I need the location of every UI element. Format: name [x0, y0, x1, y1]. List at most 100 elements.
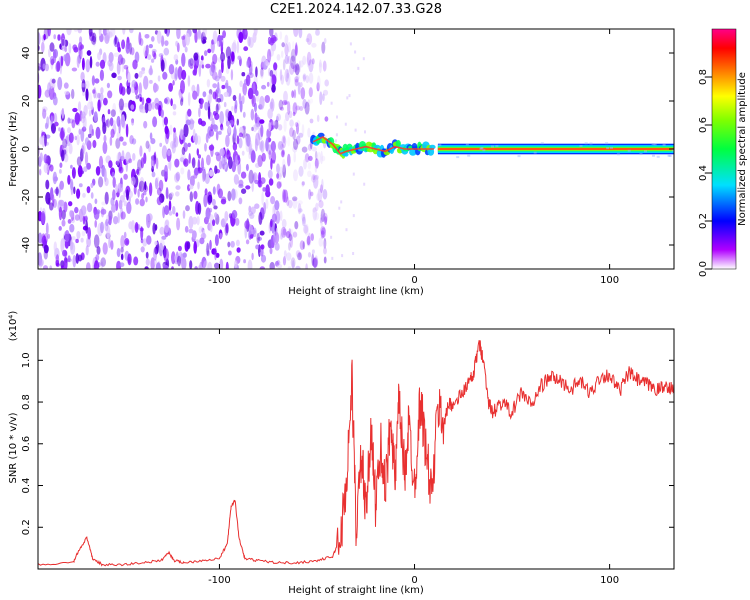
spectrogram-noise-cell	[109, 136, 113, 147]
spectrogram-noise-cell	[194, 133, 198, 145]
spectrogram-noise-cell	[179, 94, 182, 100]
spectrogram-noise-cell	[93, 234, 100, 249]
spectrogram-noise-cell	[252, 227, 257, 238]
spectrogram-noise-cell	[208, 144, 215, 151]
spectrogram-noise-cell	[336, 115, 338, 119]
spectrogram-noise-cell	[306, 238, 312, 246]
spectrogram-noise-cell	[175, 191, 180, 197]
spectrogram-noise-cell	[305, 263, 308, 269]
spectrogram-noise-cell	[139, 198, 145, 207]
spectrogram-noise-cell	[225, 134, 230, 148]
spectrogram-noise-cell	[265, 198, 269, 209]
spectrogram-noise-cell	[196, 216, 200, 226]
spectrogram-noise-cell	[219, 111, 225, 125]
spectrogram-noise-cell	[161, 145, 168, 160]
y-tick-label: 40	[21, 47, 32, 60]
spectrogram-noise-cell	[298, 208, 303, 213]
spectrogram-noise-cell	[287, 41, 291, 53]
spectrogram-noise-cell	[266, 81, 270, 87]
spectrogram-noise-cell	[60, 265, 65, 269]
spectrogram-noise-cell	[287, 266, 292, 269]
spectrogram-noise-cell	[313, 175, 319, 189]
spectrogram-noise-cell	[282, 136, 286, 144]
spectrogram-noise-cell	[68, 143, 73, 155]
spectrogram-noise-cell	[69, 210, 73, 218]
y-tick-label: 0	[21, 146, 32, 152]
spectrogram-noise-cell	[292, 197, 298, 209]
spectrogram-noise-cell	[294, 76, 299, 83]
spectrogram-noise-cell	[64, 230, 70, 242]
spectrogram-noise-cell	[200, 98, 204, 105]
spectrogram-noise-cell	[96, 246, 101, 255]
spectrogram-noise-cell	[101, 201, 107, 206]
spectrogram-noise-cell	[54, 121, 59, 127]
spectrogram-noise-cell	[118, 119, 121, 134]
spectrogram-noise-cell	[103, 97, 108, 106]
spectrogram-noise-cell	[160, 59, 165, 72]
spectrogram-noise-cell	[53, 112, 58, 125]
spectrogram-noise-cell	[231, 209, 238, 219]
spectrogram-noise-cell	[205, 63, 211, 69]
spectrogram-noise-cell	[491, 145, 494, 148]
spectrogram-noise-cell	[291, 90, 295, 98]
spectrogram-noise-cell	[217, 188, 223, 199]
spectrogram-noise-cell	[306, 57, 310, 68]
spectrogram-noise-cell	[250, 150, 256, 163]
spectrogram-noise-cell	[287, 55, 292, 65]
spectrogram-noise-cell	[316, 193, 320, 201]
spectrogram-noise-cell	[312, 257, 319, 268]
spectrogram-noise-cell	[43, 265, 48, 269]
spectrogram-noise-cell	[120, 235, 125, 249]
spectrogram-noise-cell	[279, 106, 284, 111]
spectrogram-noise-cell	[311, 249, 315, 254]
spectrogram-noise-cell	[247, 259, 253, 269]
spectrogram-noise-cell	[281, 135, 287, 149]
snr-frame	[37, 328, 675, 570]
spectrogram-noise-cell	[100, 261, 104, 269]
spectrogram-noise-cell	[341, 254, 344, 258]
spectrogram-noise-cell	[172, 103, 177, 110]
spectrogram-noise-cell	[42, 63, 46, 70]
colorbar: 0.0 0.2 0.4 0.6 0.8 Normalized spectral ampl…	[698, 28, 748, 277]
spectrogram-noise-cell	[304, 101, 310, 115]
spectrogram-y-axis: -40 -20 0 20 40	[21, 47, 674, 253]
spectrogram-noise-cell	[244, 220, 250, 230]
spectrogram-noise-cell	[187, 92, 191, 106]
spectrogram-noise-cell	[221, 59, 224, 73]
y-tick-label: 0.6	[21, 436, 32, 452]
spectrogram-noise-cell	[252, 32, 257, 43]
spectrogram-noise-cell	[125, 123, 129, 138]
spectrogram-noise-cell	[245, 239, 250, 245]
spectrogram-noise-cell	[180, 167, 185, 175]
spectrogram-noise-cell	[123, 102, 129, 108]
spectrogram-noise-cell	[93, 87, 97, 99]
spectrogram-noise-cell	[265, 138, 269, 152]
spectrogram-noise-cell	[116, 161, 120, 168]
spectrogram-noise-cell	[123, 231, 127, 239]
spectrogram-noise-cell	[280, 50, 284, 58]
spectrogram-noise-cell	[296, 74, 300, 80]
spectrogram-noise-cell	[102, 242, 108, 255]
spectrogram-noise-cell	[181, 257, 187, 269]
spectrogram-noise-cell	[129, 42, 132, 55]
spectrogram-noise-cell	[579, 145, 583, 147]
spectrogram-noise-cell	[255, 66, 258, 78]
spectrogram-noise-cell	[50, 57, 54, 70]
spectrogram-noise-cell	[236, 247, 241, 253]
spectrogram-noise-cell	[281, 150, 285, 158]
spectrogram-noise-cell	[231, 51, 235, 62]
spectrogram-noise-cell	[257, 154, 263, 167]
spectrogram-noise-cell	[286, 252, 292, 261]
spectrogram-noise-cell	[129, 29, 134, 34]
spectrogram-noise-cell	[49, 202, 54, 211]
spectrogram-noise-cell	[352, 252, 355, 255]
spectrogram-noise-cell	[184, 46, 188, 53]
spectrogram-noise-cell	[274, 200, 280, 211]
spectrogram-noise-cell	[146, 235, 152, 245]
y-tick-label: 20	[21, 95, 32, 108]
spectrogram-noise-cell	[605, 142, 609, 145]
spectrogram-noise-cell	[639, 153, 643, 156]
spectrogram-noise-cell	[214, 151, 220, 156]
spectrogram-noise-cell	[263, 202, 266, 215]
spectrogram-noise-cell	[120, 253, 124, 261]
